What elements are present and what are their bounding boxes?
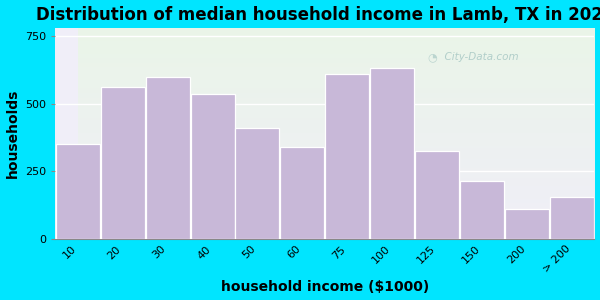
- Bar: [325, 74, 370, 239]
- Bar: [56, 144, 100, 239]
- Bar: [235, 128, 280, 239]
- Text: City-Data.com: City-Data.com: [438, 52, 519, 62]
- Bar: [280, 147, 325, 239]
- X-axis label: household income ($1000): household income ($1000): [221, 280, 429, 294]
- Bar: [146, 76, 190, 239]
- Bar: [370, 68, 414, 239]
- Bar: [191, 94, 235, 239]
- Text: ◔: ◔: [427, 52, 437, 62]
- Bar: [460, 181, 504, 239]
- Bar: [550, 197, 594, 239]
- Bar: [505, 209, 549, 239]
- Title: Distribution of median household income in Lamb, TX in 2021: Distribution of median household income …: [35, 6, 600, 24]
- Bar: [101, 87, 145, 239]
- Y-axis label: households: households: [5, 89, 20, 178]
- Bar: [415, 151, 459, 239]
